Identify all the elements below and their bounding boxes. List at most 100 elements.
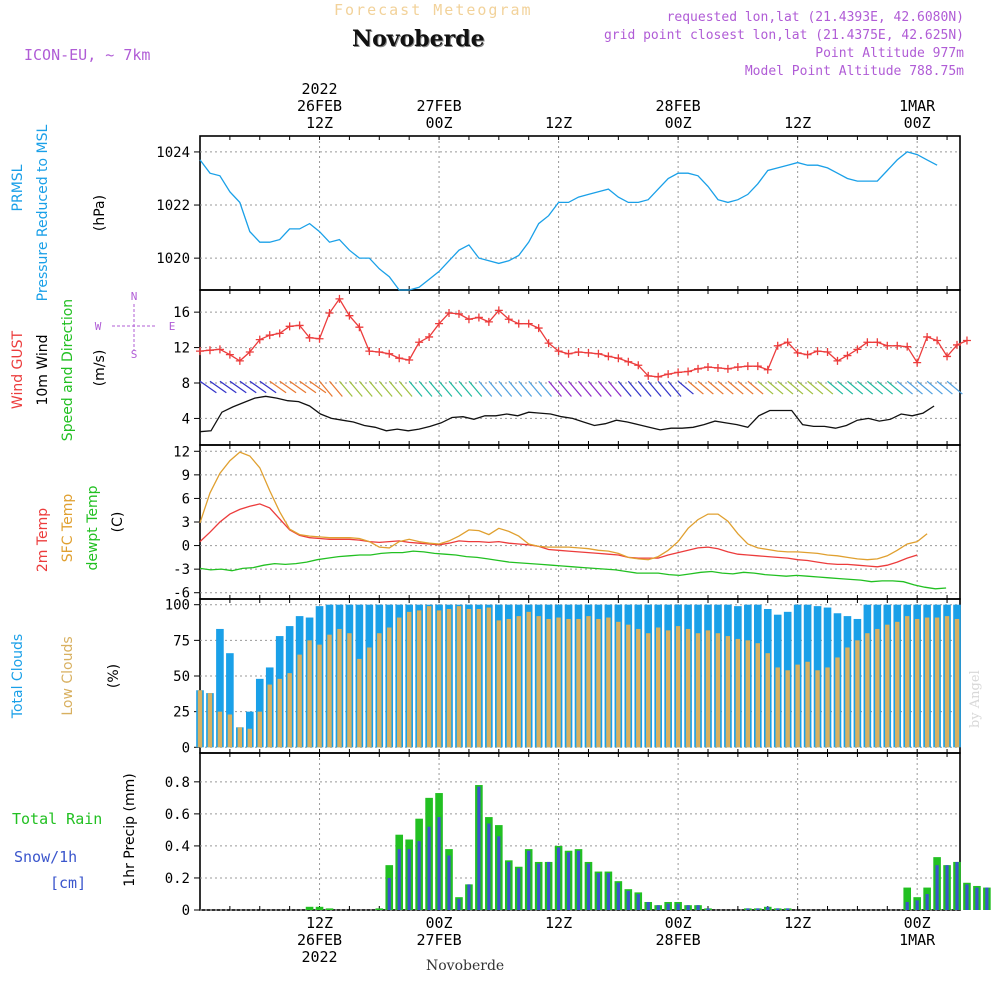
snow-bar <box>417 841 421 910</box>
pressure-unit: (hPa) <box>92 195 108 231</box>
gust-point <box>863 338 872 347</box>
wind-arrow <box>329 380 343 397</box>
wind-arrow <box>757 380 774 395</box>
gust-point <box>753 362 762 371</box>
low-cloud-bar <box>895 621 900 748</box>
gust-point <box>375 348 384 356</box>
low-cloud-bar <box>835 657 840 748</box>
low-cloud-bar <box>237 727 243 748</box>
wind-arrow <box>438 380 453 397</box>
snow-bar <box>925 893 929 910</box>
wind-arrow <box>219 380 237 394</box>
low-cloud-bar <box>247 728 253 748</box>
low-cloud-bar <box>785 670 790 748</box>
snow-bar <box>975 887 979 910</box>
top-time-label: 12Z <box>545 114 572 132</box>
wind-arrow <box>737 380 754 395</box>
snow-bar <box>965 884 969 910</box>
snow-bar <box>497 836 501 910</box>
gust-point <box>614 354 623 363</box>
gust-point <box>873 338 882 347</box>
wind-arrow <box>588 380 602 397</box>
low-cloud-label: Low Clouds <box>60 636 76 715</box>
bottom-time-label: 12Z <box>784 914 811 932</box>
wind-arrow <box>518 380 533 397</box>
wind-arrow <box>617 380 632 397</box>
wind-arrow <box>538 380 552 397</box>
low-cloud-bar <box>406 611 412 748</box>
wind-arrow <box>717 380 734 395</box>
wind-arrow <box>259 380 277 394</box>
low-cloud-bar <box>845 647 850 748</box>
snow-bar <box>696 905 700 910</box>
compass-south: S <box>131 348 138 361</box>
snow-bar <box>905 901 909 910</box>
footer-location: Novoberde <box>426 958 505 974</box>
low-cloud-bar <box>207 693 213 748</box>
low-cloud-bar <box>327 634 332 748</box>
gust-point <box>295 321 304 330</box>
wind-arrow <box>418 380 433 397</box>
y-tick-label: 6 <box>182 491 190 507</box>
snow-bar <box>666 903 670 910</box>
snow-bar <box>766 906 770 910</box>
wind-arrow <box>687 380 704 395</box>
low-cloud-bar <box>526 611 531 748</box>
wind-arrow <box>667 380 682 397</box>
precip-axis-label: 1hr Precip (mm) <box>122 773 138 886</box>
gust-point <box>962 336 971 345</box>
low-cloud-bar <box>865 633 870 748</box>
gust-point <box>215 345 224 354</box>
low-cloud-bar <box>466 608 472 748</box>
wind-arrow <box>368 380 383 397</box>
wind-arrow <box>886 380 903 395</box>
snow-bar <box>537 863 541 910</box>
panel-frame-pressure <box>199 135 961 291</box>
gust-point <box>395 354 404 363</box>
gust-point <box>225 350 234 359</box>
gust-point <box>445 309 454 318</box>
low-cloud-bar <box>426 606 432 748</box>
low-cloud-bar <box>317 644 322 748</box>
rain-bar <box>325 908 334 910</box>
y-tick-label: 8 <box>182 376 190 392</box>
temp-unit: (C) <box>110 512 126 533</box>
gust-point <box>494 306 503 315</box>
gust-point <box>713 363 722 372</box>
low-cloud-bar <box>675 626 681 748</box>
gust-point <box>813 347 822 356</box>
wind-arrow <box>747 380 764 395</box>
wind-arrow <box>458 380 473 397</box>
gust-point <box>514 319 523 328</box>
y-tick-label: 0.6 <box>165 807 190 823</box>
top-time-label: 12Z <box>784 114 811 132</box>
low-cloud-bar <box>556 617 561 748</box>
snow-bar <box>706 908 710 910</box>
y-tick-label: 1020 <box>156 251 190 267</box>
top-time-label: 00Z <box>665 114 692 132</box>
gust-point <box>554 347 563 356</box>
gust-point <box>624 357 633 366</box>
snow-bar <box>547 861 551 910</box>
y-tick-label: 12 <box>173 444 190 460</box>
snow-bar <box>985 887 989 910</box>
top-time-label: 00Z <box>426 114 453 132</box>
gust-point <box>464 315 473 324</box>
gust-point <box>743 362 752 371</box>
wind-arrow <box>408 380 423 397</box>
wind-arrow <box>677 380 694 395</box>
location-title: Novoberde <box>352 26 485 52</box>
gust-point <box>524 319 533 328</box>
low-cloud-bar <box>446 608 452 748</box>
gust-point <box>265 331 274 340</box>
snow-bar <box>646 901 650 910</box>
wind-arrow <box>916 380 933 395</box>
wind-arrow <box>388 380 403 397</box>
gust-point <box>703 363 712 372</box>
gust-point <box>325 309 334 318</box>
snow-bar <box>676 903 680 910</box>
gust-point <box>943 352 952 361</box>
low-cloud-bar <box>765 653 770 748</box>
snow-bar <box>457 898 461 910</box>
compass-east: E <box>169 320 176 333</box>
